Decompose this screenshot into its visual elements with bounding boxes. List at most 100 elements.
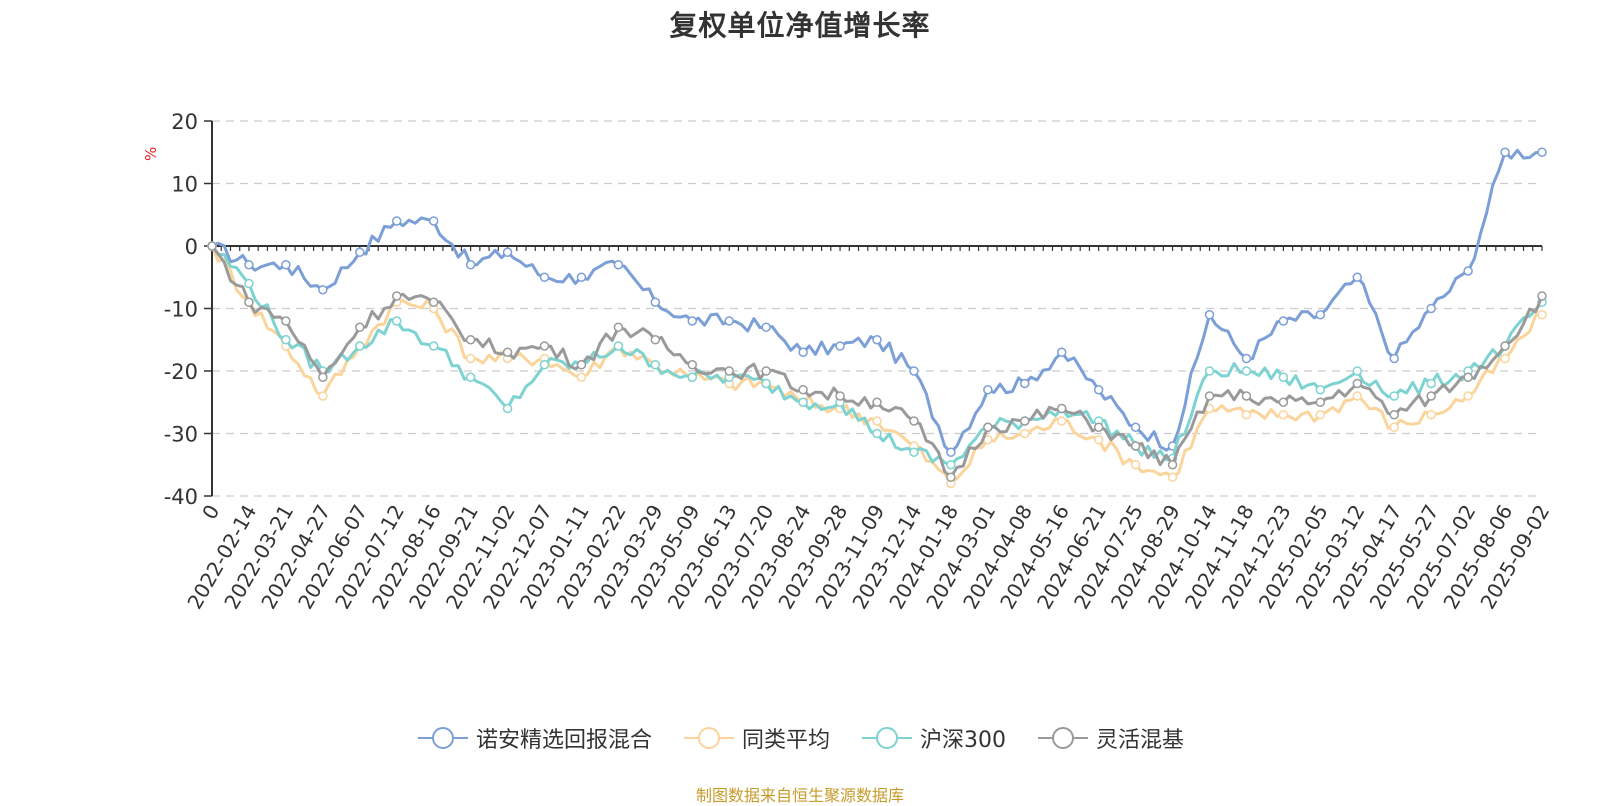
data-point: [1020, 428, 1030, 439]
data-point: [576, 360, 587, 370]
data-point: [909, 416, 919, 426]
data-point: [1315, 397, 1326, 407]
data-point: [835, 341, 845, 351]
data-point: [1389, 422, 1399, 432]
data-point: [1426, 303, 1436, 314]
data-point: [1204, 366, 1215, 376]
data-point: [1389, 353, 1399, 364]
data-point: [244, 260, 254, 270]
data-point: [946, 472, 956, 482]
data-point: [502, 247, 513, 257]
series-line-3: [210, 245, 1544, 479]
data-point: [318, 372, 328, 382]
y-tick-label: -10: [164, 298, 198, 322]
data-point: [1463, 266, 1473, 276]
data-point: [983, 422, 993, 432]
data-point: [613, 322, 624, 332]
data-point: [687, 360, 698, 370]
chart-title: 复权单位净值增长率: [669, 9, 931, 42]
legend-item-peer-average[interactable]: 同类平均: [682, 722, 830, 754]
data-point: [1020, 416, 1030, 426]
x-tick-label: 0: [197, 501, 224, 524]
data-point: [1167, 460, 1178, 470]
legend-item-csi300[interactable]: 沪深300: [860, 722, 1006, 754]
data-point: [687, 372, 698, 382]
data-point: [1278, 410, 1289, 420]
data-point: [1056, 347, 1067, 357]
data-point: [872, 335, 882, 345]
data-point: [465, 372, 476, 382]
data-point: [318, 391, 328, 401]
y-axis-unit-label: %: [142, 147, 160, 161]
data-point: [650, 335, 661, 345]
data-point: [1130, 460, 1141, 470]
data-point: [724, 316, 734, 326]
data-point: [1315, 310, 1326, 320]
data-point: [539, 360, 550, 370]
y-tick-label: -20: [164, 360, 198, 384]
axis-layer: 20100-10-20-30-4002022-02-142022-03-2120…: [164, 110, 1555, 613]
legend-item-fund[interactable]: 诺安精选回报混合: [416, 722, 652, 754]
data-point: [983, 385, 993, 395]
data-point: [1020, 378, 1030, 389]
data-point: [281, 260, 291, 270]
grid-layer: [212, 120, 1542, 497]
data-point: [355, 341, 365, 351]
data-point: [502, 403, 513, 414]
data-point: [207, 241, 217, 251]
data-point: [835, 391, 845, 401]
data-point: [909, 447, 919, 457]
data-point: [1463, 372, 1473, 382]
legend-item-flexible-hybrid[interactable]: 灵活混基: [1036, 722, 1184, 754]
source-note: 制图数据来自恒生聚源数据库: [695, 786, 904, 805]
data-point: [1278, 397, 1289, 407]
data-point: [465, 335, 476, 345]
data-point: [1130, 422, 1141, 432]
y-tick-label: -30: [164, 423, 198, 447]
data-point: [502, 347, 513, 357]
data-point: [391, 291, 402, 301]
y-tick-label: 10: [171, 173, 198, 197]
data-point: [1130, 441, 1141, 451]
legend-swatch-peer-average: [683, 727, 734, 749]
data-point: [391, 316, 402, 326]
data-point: [1426, 378, 1436, 389]
y-tick-label: 0: [185, 235, 198, 259]
data-point: [576, 272, 587, 282]
data-point: [1537, 291, 1547, 301]
data-point: [613, 260, 624, 270]
data-point: [1278, 372, 1289, 382]
data-point: [1315, 410, 1326, 420]
data-point: [798, 397, 808, 407]
legend-label-flexible-hybrid: 灵活混基: [1096, 728, 1185, 753]
legend-swatch-fund: [417, 727, 468, 749]
data-point: [1463, 391, 1473, 401]
data-point: [355, 322, 365, 332]
legend-swatch-flexible-hybrid: [1038, 727, 1088, 749]
data-point: [872, 428, 882, 439]
data-point: [946, 447, 956, 457]
data-point: [428, 341, 439, 351]
data-point: [1241, 353, 1252, 364]
data-point: [872, 416, 882, 426]
data-point: [909, 366, 919, 376]
data-point: [1352, 378, 1363, 389]
data-point: [465, 260, 476, 270]
legend-label-fund: 诺安精选回报混合: [475, 728, 652, 753]
y-tick-label: -40: [164, 485, 198, 509]
data-point: [724, 366, 734, 376]
data-point: [798, 385, 808, 395]
data-point: [1389, 410, 1399, 420]
data-point: [1500, 341, 1510, 351]
data-point: [1537, 147, 1547, 157]
data-point: [1426, 391, 1436, 401]
data-point: [1352, 391, 1363, 401]
data-point: [281, 316, 291, 326]
data-point: [244, 297, 254, 307]
data-point: [1241, 391, 1252, 401]
data-point: [687, 316, 698, 326]
chart-svg: 20100-10-20-30-4002022-02-142022-03-2120…: [142, 110, 1555, 613]
data-point: [1093, 385, 1104, 395]
series-layer: [207, 147, 1547, 489]
data-point: [355, 247, 365, 257]
